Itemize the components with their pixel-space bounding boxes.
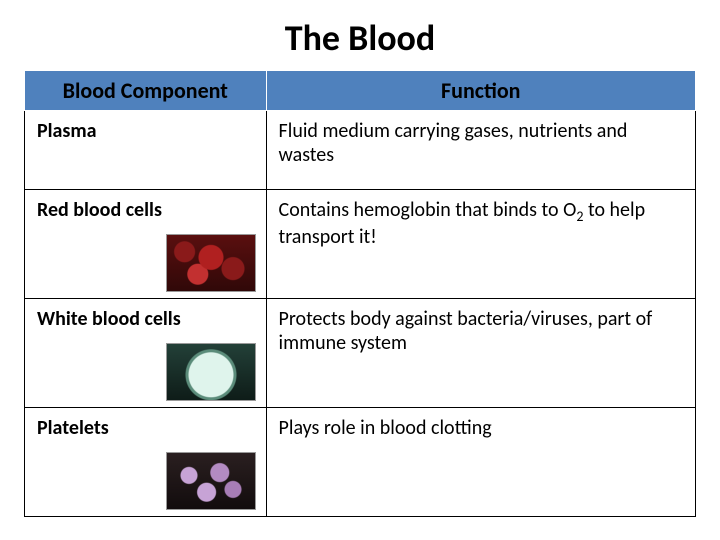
slide: The Blood Blood Component Function Plasm… [0, 0, 720, 540]
table-row: Platelets Plays role in blood clotting [25, 408, 696, 517]
cell-component-plasma: Plasma [25, 111, 267, 190]
component-label: White blood cells [37, 307, 181, 331]
slide-title: The Blood [24, 16, 696, 60]
cell-component-plt: Platelets [25, 408, 267, 517]
platelet-thumbnail [166, 452, 256, 510]
rbc-thumbnail [166, 234, 256, 292]
cell-component-rbc: Red blood cells [25, 190, 267, 299]
component-label: Plasma [37, 119, 97, 143]
wbc-thumbnail [166, 343, 256, 401]
func-text-pre: Contains hemoglobin that binds to O [279, 198, 577, 222]
blood-table: Blood Component Function Plasma Fluid me… [24, 70, 696, 517]
table-row: Red blood cells Contains hemoglobin that… [25, 190, 696, 299]
table-row: White blood cells Protects body against … [25, 299, 696, 408]
component-label: Red blood cells [37, 198, 162, 222]
table-row: Plasma Fluid medium carrying gases, nutr… [25, 111, 696, 190]
table-header-row: Blood Component Function [25, 71, 696, 111]
cell-function-plasma: Fluid medium carrying gases, nutrients a… [266, 111, 695, 190]
component-label: Platelets [37, 416, 109, 440]
cell-component-wbc: White blood cells [25, 299, 267, 408]
cell-function-rbc: Contains hemoglobin that binds to O2 to … [266, 190, 695, 299]
col-header-component: Blood Component [25, 71, 267, 111]
cell-function-plt: Plays role in blood clotting [266, 408, 695, 517]
col-header-function: Function [266, 71, 695, 111]
cell-function-wbc: Protects body against bacteria/viruses, … [266, 299, 695, 408]
